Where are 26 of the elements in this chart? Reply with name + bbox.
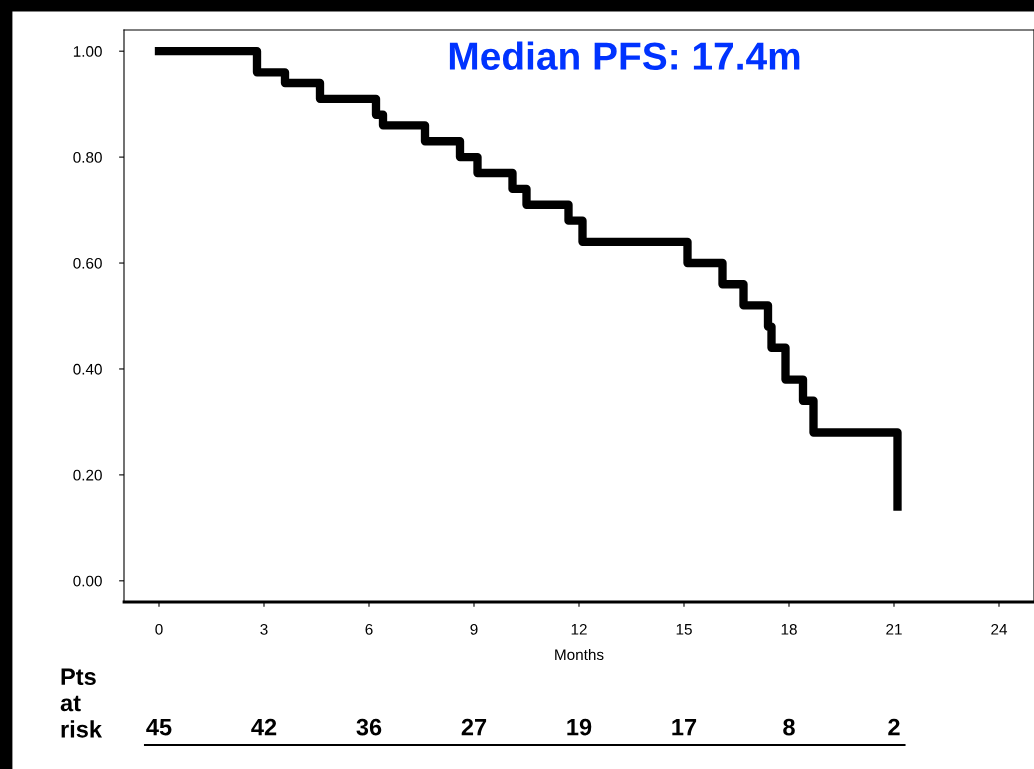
y-tick-label: 0.20	[73, 469, 102, 481]
x-axis-title: Months	[555, 648, 604, 661]
x-tick-label: 15	[676, 624, 692, 635]
y-tick-label: 0.60	[73, 257, 102, 269]
text: 8	[783, 718, 795, 736]
x-tick-label: 24	[991, 623, 1008, 635]
y-tick-label: 0.80	[73, 151, 102, 163]
y-tick-label: 1.00	[73, 46, 102, 57]
text: 45	[146, 718, 172, 736]
text: 2	[888, 718, 900, 736]
text: 17	[672, 718, 697, 736]
x-tick-label: 6	[365, 623, 373, 635]
text: Pts at risk	[60, 668, 103, 738]
x-tick-label: 3	[260, 623, 268, 635]
y-tick-label: 0.00	[73, 575, 102, 587]
text: 42	[251, 718, 277, 736]
annotation: Median PFS: 17.4m	[449, 41, 800, 71]
x-tick-label: 12	[571, 623, 587, 635]
x-tick-label: 0	[155, 623, 163, 635]
x-tick-label: 9	[470, 623, 478, 635]
text: 19	[567, 718, 592, 736]
x-tick-label: 21	[886, 623, 902, 635]
text: 27	[461, 718, 487, 736]
y-tick-label: 0.40	[73, 363, 102, 375]
x-tick-label: 18	[781, 623, 797, 635]
text: 36	[356, 718, 382, 736]
